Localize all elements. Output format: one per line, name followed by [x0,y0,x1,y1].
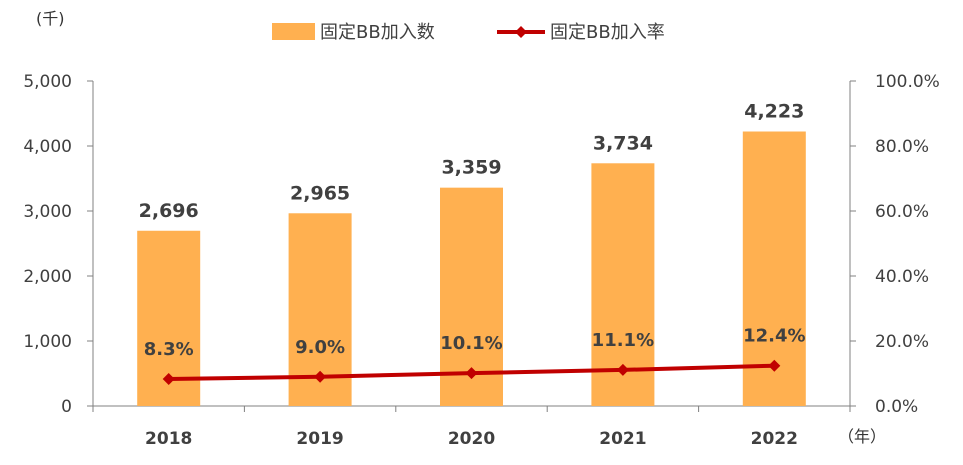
axes: 0 1,000 2,000 3,000 4,000 5,000 0.0% 20.0% 40.0%… [23,72,940,449]
y-left-tick-label: 3,000 [23,202,72,222]
legend-bar-swatch [272,23,315,40]
y-right-tick-label: 20.0% [875,332,929,352]
legend-line-label: 固定BB加入率 [550,22,665,43]
line-marker [465,367,478,380]
y-right-tick-label: 60.0% [875,202,929,222]
bar-value-label: 2,965 [290,182,350,204]
point-value-label: 11.1% [592,330,654,351]
y-left-tick-label: 1,000 [23,332,72,352]
y-left-tick-label: 4,000 [23,137,72,157]
legend-bar-label: 固定BB加入数 [320,22,435,43]
line-data-labels: 8.3% 9.0% 10.1% 11.1% 12.4% [144,326,806,360]
line-marker [616,363,629,376]
point-value-label: 8.3% [144,339,194,360]
y-right-tick-label: 80.0% [875,137,929,157]
x-tick-label: 2018 [145,429,192,449]
point-value-label: 9.0% [295,337,345,358]
bar-value-label: 2,696 [139,200,199,222]
line-series [162,359,781,386]
line-marker [768,359,781,372]
y-right-tick-label: 0.0% [875,397,918,417]
bar-value-label: 4,223 [744,101,804,123]
x-tick-label: 2019 [296,429,343,449]
y-right-tick-label: 100.0% [875,72,940,92]
line-marker [162,373,175,386]
y-left-tick-label: 5,000 [23,72,72,92]
legend-line-marker [515,26,527,38]
bar-data-labels: 2,696 2,965 3,359 3,734 4,223 [139,101,805,222]
y-left-unit-label: (千) [36,9,65,28]
x-tick-label: 2020 [448,429,495,449]
point-value-label: 12.4% [743,326,805,347]
point-value-label: 10.1% [440,333,502,354]
x-axis-unit-label: （年） [838,427,886,446]
y-left-tick-label: 0 [61,397,72,417]
bar-value-label: 3,359 [441,157,501,179]
x-tick-label: 2021 [599,429,646,449]
y-right-tick-label: 40.0% [875,267,929,287]
line-marker [314,370,327,383]
x-tick-label: 2022 [751,429,798,449]
bar-value-label: 3,734 [593,132,653,154]
legend: 固定BB加入数 固定BB加入率 [272,22,665,43]
y-left-tick-label: 2,000 [23,267,72,287]
